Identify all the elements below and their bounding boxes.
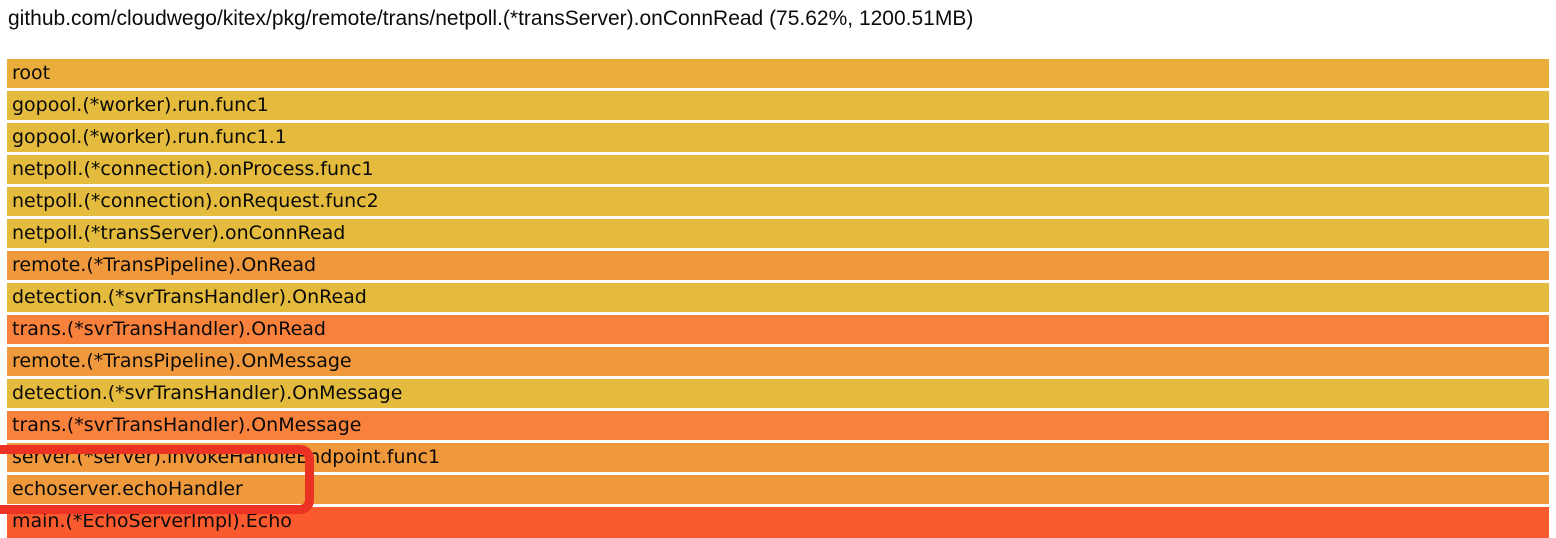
- flame-frame[interactable]: main.(*EchoServerImpl).Echo: [7, 507, 1549, 538]
- flame-frame-label: detection.(*svrTransHandler).OnMessage: [12, 382, 403, 404]
- flame-frame[interactable]: netpoll.(*connection).onProcess.func1: [7, 155, 1549, 184]
- flame-frame[interactable]: trans.(*svrTransHandler).OnMessage: [7, 411, 1549, 440]
- flame-frame[interactable]: detection.(*svrTransHandler).OnMessage: [7, 379, 1549, 408]
- flame-frame[interactable]: remote.(*TransPipeline).OnMessage: [7, 347, 1549, 376]
- flamegraph-title: github.com/cloudwego/kitex/pkg/remote/tr…: [8, 7, 974, 30]
- flame-frame-label: detection.(*svrTransHandler).OnRead: [12, 286, 367, 308]
- flame-frame[interactable]: detection.(*svrTransHandler).OnRead: [7, 283, 1549, 312]
- flame-frame[interactable]: server.(*server).invokeHandleEndpoint.fu…: [7, 443, 1549, 472]
- flame-frame-label: netpoll.(*connection).onProcess.func1: [12, 158, 374, 180]
- flamegraph: root gopool.(*worker).run.func1 gopool.(*w…: [7, 59, 1549, 538]
- flame-frame-label: remote.(*TransPipeline).OnMessage: [12, 350, 352, 372]
- flame-frame-label: gopool.(*worker).run.func1: [12, 94, 269, 116]
- flame-frame-label: echoserver.echoHandler: [12, 478, 243, 500]
- flame-frame-label: trans.(*svrTransHandler).OnRead: [12, 318, 326, 340]
- flame-frame-label: main.(*EchoServerImpl).Echo: [12, 510, 292, 532]
- flame-frame[interactable]: remote.(*TransPipeline).OnRead: [7, 251, 1549, 280]
- flame-frame[interactable]: netpoll.(*transServer).onConnRead: [7, 219, 1549, 248]
- flame-frame[interactable]: echoserver.echoHandler: [7, 475, 1549, 504]
- flame-frame[interactable]: gopool.(*worker).run.func1.1: [7, 123, 1549, 152]
- flame-frame-label: server.(*server).invokeHandleEndpoint.fu…: [12, 446, 441, 468]
- flame-frame[interactable]: netpoll.(*connection).onRequest.func2: [7, 187, 1549, 216]
- flame-frame-label: remote.(*TransPipeline).OnRead: [12, 254, 317, 276]
- flame-frame-label: trans.(*svrTransHandler).OnMessage: [12, 414, 362, 436]
- flame-frame-label: netpoll.(*transServer).onConnRead: [12, 222, 346, 244]
- flame-frame-label: root: [12, 62, 51, 84]
- flame-frame[interactable]: gopool.(*worker).run.func1: [7, 91, 1549, 120]
- flame-frame[interactable]: trans.(*svrTransHandler).OnRead: [7, 315, 1549, 344]
- flame-frame-label: gopool.(*worker).run.func1.1: [12, 126, 287, 148]
- flame-frame-label: netpoll.(*connection).onRequest.func2: [12, 190, 379, 212]
- flame-frame[interactable]: root: [7, 59, 1549, 88]
